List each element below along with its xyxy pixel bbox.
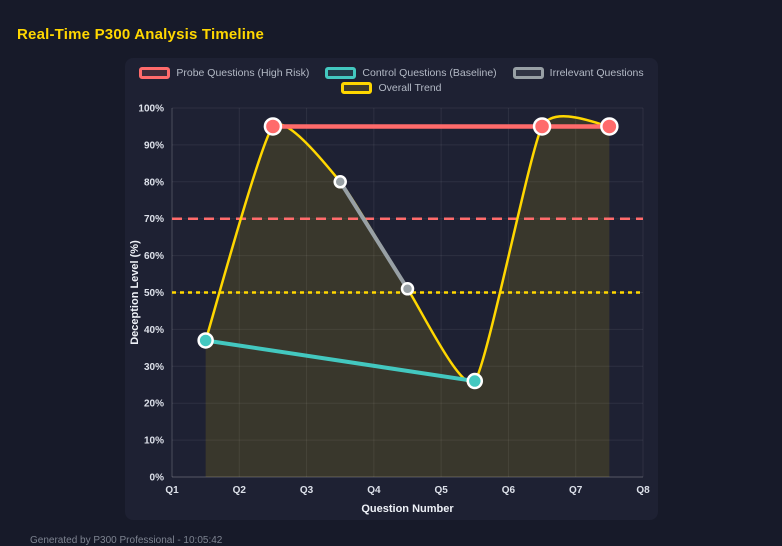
- data-point-control-questions-baseline[interactable]: [466, 372, 484, 390]
- x-tick-label: Q3: [300, 485, 314, 496]
- legend-item-control-questions-baseline[interactable]: Control Questions (Baseline): [325, 67, 497, 79]
- trend-area-fill: [205, 116, 610, 478]
- y-tick-label: 30%: [144, 362, 164, 373]
- x-tick-label: Q6: [502, 485, 516, 496]
- y-tick-label: 50%: [144, 288, 164, 299]
- legend-label: Control Questions (Baseline): [362, 67, 497, 79]
- x-tick-label: Q8: [636, 485, 650, 496]
- y-tick-label: 100%: [138, 104, 164, 115]
- page-title: Real-Time P300 Analysis Timeline: [17, 26, 265, 43]
- chart-panel: Probe Questions (High Risk) Control Quest…: [125, 58, 658, 520]
- data-point-irrelevant-questions[interactable]: [333, 175, 347, 189]
- legend-swatch: [512, 67, 544, 79]
- data-point-irrelevant-questions[interactable]: [400, 282, 415, 296]
- legend-swatch: [341, 82, 373, 94]
- data-point-probe-questions-high-risk[interactable]: [532, 117, 552, 136]
- legend-swatch: [325, 67, 357, 79]
- x-tick-label: Q5: [434, 485, 448, 496]
- x-tick-label: Q4: [367, 485, 381, 496]
- legend-item-probe-questions-high-risk[interactable]: Probe Questions (High Risk): [139, 67, 309, 79]
- y-tick-label: 0%: [150, 473, 165, 484]
- legend-item-irrelevant-questions[interactable]: Irrelevant Questions: [512, 67, 644, 79]
- data-point-control-questions-baseline[interactable]: [197, 332, 214, 349]
- y-tick-label: 70%: [144, 214, 164, 225]
- y-tick-label: 80%: [144, 177, 164, 188]
- legend-item-overall-trend[interactable]: Overall Trend: [341, 82, 442, 94]
- data-point-probe-questions-high-risk[interactable]: [263, 117, 283, 136]
- legend-label: Overall Trend: [378, 82, 442, 94]
- x-axis-title: Question Number: [361, 503, 454, 515]
- legend-label: Irrelevant Questions: [549, 67, 644, 79]
- y-tick-label: 60%: [144, 251, 164, 262]
- footer-text: Generated by P300 Professional - 10:05:4…: [30, 535, 223, 546]
- x-tick-label: Q1: [165, 485, 179, 496]
- y-axis-title: Deception Level (%): [129, 240, 141, 345]
- y-tick-label: 40%: [144, 325, 164, 336]
- series-line-irrelevant-questions[interactable]: [338, 179, 410, 291]
- y-tick-label: 90%: [144, 140, 164, 151]
- y-tick-label: 20%: [144, 399, 164, 410]
- x-tick-label: Q2: [233, 485, 247, 496]
- data-point-probe-questions-high-risk[interactable]: [600, 117, 619, 136]
- legend-label: Probe Questions (High Risk): [176, 67, 310, 79]
- x-tick-label: Q7: [569, 485, 583, 496]
- chart-canvas[interactable]: 0% 10% 20% 30% 40% 50% 60% 70% 80% 90% 100% Q1 Q2 Q3 Q…: [125, 58, 658, 520]
- chart-legend: Probe Questions (High Risk) Control Quest…: [125, 67, 658, 94]
- series-line-control-questions-baseline[interactable]: [203, 338, 477, 384]
- y-tick-label: 10%: [144, 436, 164, 447]
- legend-swatch: [139, 67, 171, 79]
